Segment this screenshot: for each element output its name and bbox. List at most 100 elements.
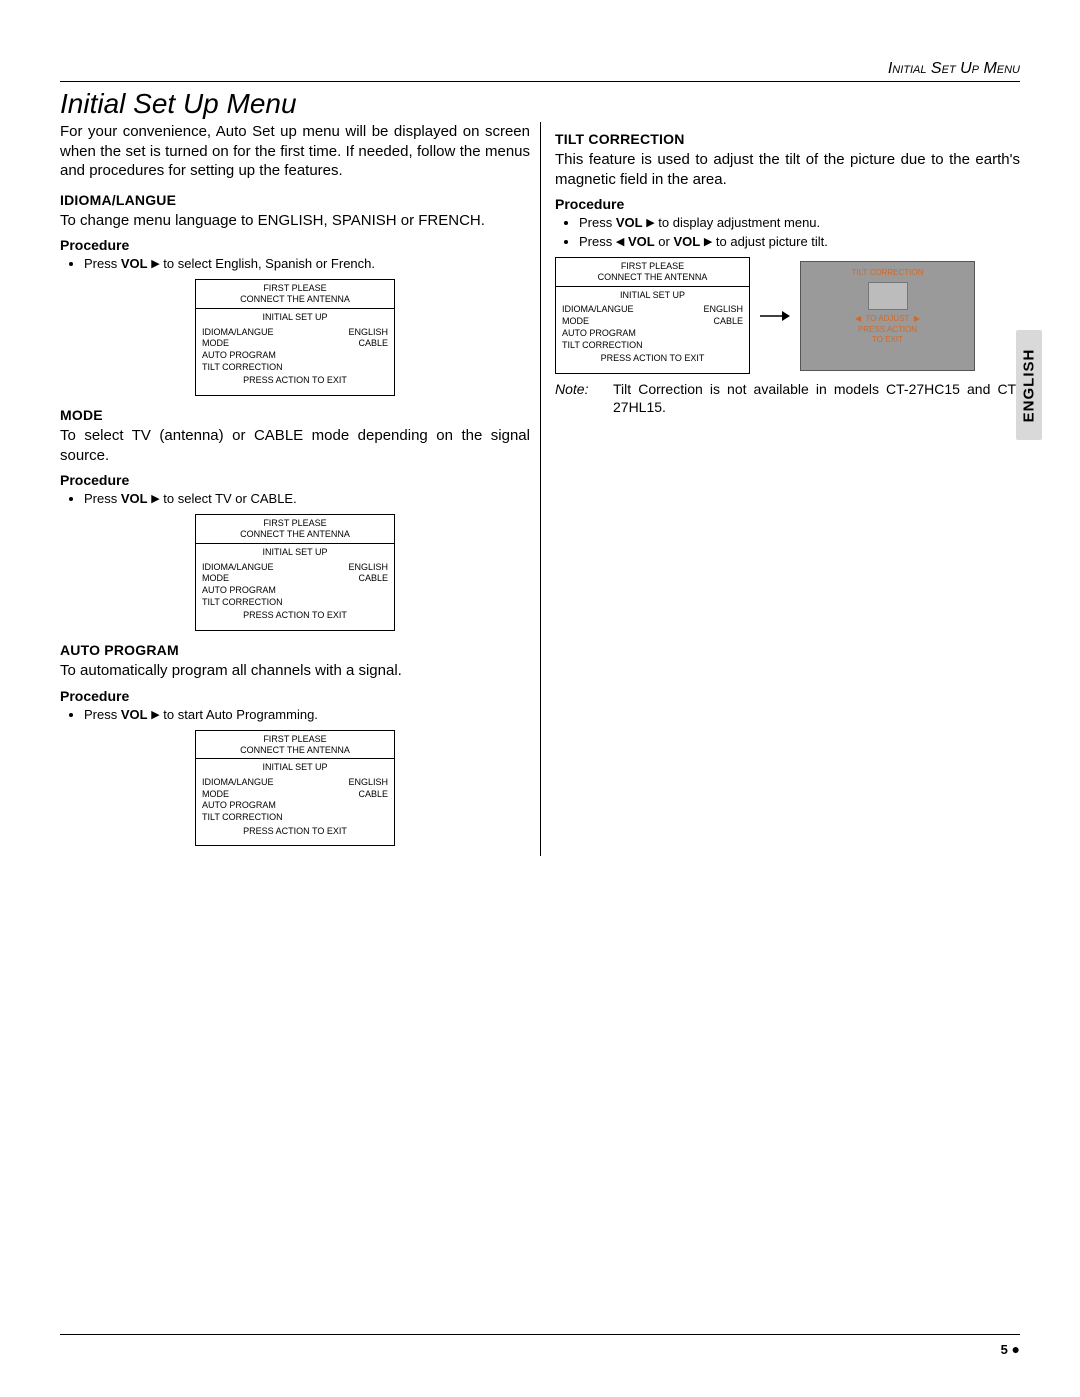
menu-row-l: AUTO PROGRAM: [562, 328, 636, 340]
menu-mid-title: INITIAL SET UP: [202, 547, 388, 559]
menu-mid-title: INITIAL SET UP: [202, 312, 388, 324]
text: Press: [84, 707, 121, 722]
language-side-tab: ENGLISH: [1016, 330, 1042, 440]
vol-label: VOL: [616, 215, 643, 230]
tilt-text: This feature is used to adjust the tilt …: [555, 150, 1020, 189]
page-title: Initial Set Up Menu: [60, 88, 1020, 120]
footer-rule: [60, 1334, 1020, 1335]
menu-mid-title: INITIAL SET UP: [202, 762, 388, 774]
menu-row-l: IDIOMA/LANGUE: [202, 777, 274, 789]
page-number-value: 5: [1001, 1342, 1008, 1357]
menu-row-r: CABLE: [713, 316, 743, 328]
menu-row-l: TILT CORRECTION: [202, 812, 283, 824]
menu-row-l: MODE: [202, 789, 229, 801]
arrow-right-icon: [760, 309, 790, 323]
right-column: TILT CORRECTION This feature is used to …: [540, 122, 1020, 856]
mode-heading: MODE: [60, 406, 530, 424]
menu-row: TILT CORRECTION: [202, 362, 388, 374]
menu-mid: INITIAL SET UP IDIOMA/LANGUEENGLISH MODE…: [556, 287, 749, 373]
idioma-proc-list: Press VOL ▶ to select English, Spanish o…: [84, 256, 530, 273]
tilt-screen-title: TILT CORRECTION: [801, 268, 974, 278]
idioma-proc-heading: Procedure: [60, 236, 530, 254]
mode-proc-heading: Procedure: [60, 471, 530, 489]
tilt-proc-heading: Procedure: [555, 195, 1020, 213]
menu-row-l: MODE: [202, 573, 229, 585]
menu-mid: INITIAL SET UP IDIOMA/LANGUEENGLISH MODE…: [196, 759, 394, 845]
menu-bottom: PRESS ACTION TO EXIT: [202, 824, 388, 842]
tilt-proc-list: Press VOL ▶ to display adjustment menu. …: [579, 215, 1020, 251]
menu-top-line2: CONNECT THE ANTENNA: [198, 745, 392, 756]
menu-row: AUTO PROGRAM: [202, 350, 388, 362]
auto-proc-list: Press VOL ▶ to start Auto Programming.: [84, 707, 530, 724]
menu-row-l: TILT CORRECTION: [562, 340, 643, 352]
menu-row: AUTO PROGRAM: [202, 800, 388, 812]
menu-row: AUTO PROGRAM: [202, 585, 388, 597]
mode-proc-item: Press VOL ▶ to select TV or CABLE.: [84, 491, 530, 508]
menu-row: MODE CABLE: [202, 573, 388, 585]
tilt-proc-item-2: Press ◀ VOL or VOL ▶ to adjust picture t…: [579, 234, 1020, 251]
language-side-tab-label: ENGLISH: [1021, 348, 1038, 422]
menu-row: MODECABLE: [202, 789, 388, 801]
menu-diagram-auto: FIRST PLEASE CONNECT THE ANTENNA INITIAL…: [195, 730, 395, 847]
menu-diagram-mode: FIRST PLEASE CONNECT THE ANTENNA INITIAL…: [195, 514, 395, 631]
text: to select TV or CABLE.: [160, 491, 297, 506]
page-footer: 5 ●: [60, 1334, 1020, 1357]
text: to start Auto Programming.: [160, 707, 318, 722]
vol-label: VOL: [673, 234, 700, 249]
note-text: Tilt Correction is not available in mode…: [613, 380, 1020, 416]
page-number: 5 ●: [60, 1341, 1020, 1357]
triangle-right-icon: ▶: [151, 492, 159, 506]
menu-mid-title: INITIAL SET UP: [562, 290, 743, 302]
menu-top-line1: FIRST PLEASE: [198, 283, 392, 294]
content-columns: For your convenience, Auto Set up menu w…: [60, 122, 1020, 856]
mode-proc-list: Press VOL ▶ to select TV or CABLE.: [84, 491, 530, 508]
header-rule: [60, 81, 1020, 82]
triangle-right-icon: ▶: [914, 314, 920, 323]
vol-label: VOL: [121, 256, 148, 271]
text: Press: [579, 234, 616, 249]
text: TO ADJUST: [866, 314, 910, 323]
tilt-note: Note: Tilt Correction is not available i…: [555, 380, 1020, 416]
tilt-screen-diagram: TILT CORRECTION 0 ◀ TO ADJUST ▶ PRESS AC…: [800, 261, 975, 371]
menu-top: FIRST PLEASE CONNECT THE ANTENNA: [196, 515, 394, 544]
idioma-proc-item: Press VOL ▶ to select English, Spanish o…: [84, 256, 530, 273]
idioma-text: To change menu language to ENGLISH, SPAN…: [60, 211, 530, 231]
vol-label: VOL: [121, 707, 148, 722]
text: Press: [84, 491, 121, 506]
left-column: For your convenience, Auto Set up menu w…: [60, 122, 540, 856]
menu-row-l: AUTO PROGRAM: [202, 350, 276, 362]
intro-text: For your convenience, Auto Set up menu w…: [60, 122, 530, 181]
auto-heading: AUTO PROGRAM: [60, 641, 530, 659]
triangle-left-icon: ◀: [616, 235, 624, 249]
text: to adjust picture tilt.: [712, 234, 828, 249]
header-section-label: Initial Set Up Menu: [60, 60, 1020, 78]
mode-text: To select TV (antenna) or CABLE mode dep…: [60, 426, 530, 465]
text: or: [655, 234, 674, 249]
menu-row-r: CABLE: [358, 338, 388, 350]
vol-label: VOL: [121, 491, 148, 506]
menu-row: IDIOMA/LANGUEENGLISH: [202, 562, 388, 574]
menu-top-line2: CONNECT THE ANTENNA: [558, 272, 747, 283]
menu-row: IDIOMA/LANGUEENGLISH: [202, 327, 388, 339]
menu-row: IDIOMA/LANGUEENGLISH: [562, 304, 743, 316]
tilt-diagram-wrap: FIRST PLEASE CONNECT THE ANTENNA INITIAL…: [555, 257, 1020, 374]
menu-top-line2: CONNECT THE ANTENNA: [198, 529, 392, 540]
note-label: Note:: [555, 380, 597, 416]
menu-top-line2: CONNECT THE ANTENNA: [198, 294, 392, 305]
auto-proc-item: Press VOL ▶ to start Auto Programming.: [84, 707, 530, 724]
tilt-screen-adjust: ◀ TO ADJUST ▶ PRESS ACTION TO EXIT: [801, 314, 974, 345]
text: Press: [579, 215, 616, 230]
tilt-heading: TILT CORRECTION: [555, 130, 1020, 148]
tilt-screen-picture: [868, 282, 908, 310]
menu-row-l: AUTO PROGRAM: [202, 800, 276, 812]
menu-row-r: CABLE: [358, 573, 388, 585]
menu-top: FIRST PLEASE CONNECT THE ANTENNA: [196, 731, 394, 760]
triangle-left-icon: ◀: [855, 314, 861, 323]
auto-text: To automatically program all channels wi…: [60, 661, 530, 681]
menu-bottom: PRESS ACTION TO EXIT: [202, 373, 388, 391]
menu-bottom: PRESS ACTION TO EXIT: [202, 608, 388, 626]
triangle-right-icon: ▶: [151, 708, 159, 722]
menu-bottom: PRESS ACTION TO EXIT: [562, 351, 743, 369]
menu-row-l: IDIOMA/LANGUE: [202, 562, 274, 574]
text: PRESS ACTION: [858, 325, 917, 334]
